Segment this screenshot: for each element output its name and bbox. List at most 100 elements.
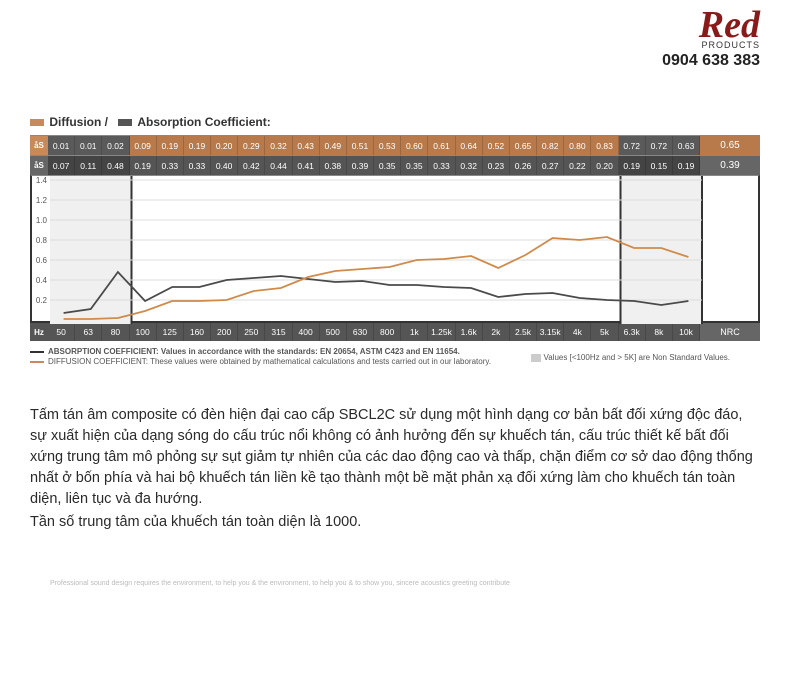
frequency-cell: 8k [646,323,673,341]
absorption-row-label: åS [30,156,48,175]
frequency-cell: 1k [401,323,428,341]
nonstandard-note-text: Values [<100Hz and > 5K] are Non Standar… [544,353,731,362]
frequency-cell: 100 [130,323,157,341]
absorption-cell: 0.26 [510,156,537,175]
svg-text:1.0: 1.0 [36,216,48,225]
diffusion-cell: 0.49 [320,136,347,155]
diffusion-cell: 0.01 [75,136,102,155]
diffusion-cell: 0.64 [456,136,483,155]
diffusion-swatch [30,119,44,126]
diffusion-cell: 0.83 [591,136,618,155]
absorption-dash-icon [30,351,44,353]
absorption-cell: 0.35 [374,156,401,175]
frequency-cell: 3.15k [537,323,564,341]
diffusion-row: åS 0.010.010.020.090.190.190.200.290.320… [30,135,760,155]
frequency-cell: 400 [293,323,320,341]
diffusion-cell: 0.72 [646,136,673,155]
absorption-swatch [118,119,132,126]
diffusion-legend-label: Diffusion / [49,115,108,129]
nrc-label: NRC [700,323,760,341]
chart-legend: Diffusion / Absorption Coefficient: [30,115,760,129]
absorption-cell: 0.33 [428,156,455,175]
absorption-aggregate: 0.39 [700,156,760,175]
diffusion-cell: 0.82 [537,136,564,155]
absorption-cell: 0.32 [456,156,483,175]
absorption-cell: 0.38 [320,156,347,175]
absorption-cell: 0.19 [130,156,157,175]
diffusion-cell: 0.43 [293,136,320,155]
brand-name: Red [662,8,760,42]
coefficient-chart: Diffusion / Absorption Coefficient: åS 0… [30,115,760,368]
absorption-row: åS 0.070.110.480.190.330.330.400.420.440… [30,155,760,175]
frequency-cell: 250 [238,323,265,341]
frequency-cell: 1.25k [428,323,455,341]
diffusion-cell: 0.65 [510,136,537,155]
frequency-cell: 5k [591,323,618,341]
diffusion-cell: 0.80 [564,136,591,155]
diffusion-dash-icon [30,361,44,363]
absorption-cell: 0.22 [564,156,591,175]
frequency-cell: 2k [483,323,510,341]
frequency-cell: 4k [564,323,591,341]
svg-text:0.8: 0.8 [36,236,48,245]
diffusion-cell: 0.09 [130,136,157,155]
frequency-cell: 80 [102,323,129,341]
diffusion-cell: 0.52 [483,136,510,155]
chart-table: åS 0.010.010.020.090.190.190.200.290.320… [30,135,760,341]
diffusion-cell: 0.19 [184,136,211,155]
diffusion-cell: 0.72 [619,136,646,155]
brand-sub: PRODUCTS [662,40,760,50]
absorption-legend-label: Absorption Coefficient: [137,115,270,129]
line-plot: 0.20.40.60.81.01.21.4 [30,175,760,323]
absorption-cell: 0.33 [157,156,184,175]
brand-phone: 0904 638 383 [662,52,760,70]
frequency-cell: 125 [157,323,184,341]
absorption-cell: 0.44 [265,156,292,175]
diffusion-aggregate: 0.65 [700,136,760,155]
freq-row-label: Hz [30,323,48,341]
diffusion-cell: 0.51 [347,136,374,155]
diffusion-cell: 0.20 [211,136,238,155]
absorption-cell: 0.15 [646,156,673,175]
description-p2: Tần số trung tâm của khuếch tán toàn diệ… [30,512,760,533]
absorption-cell: 0.39 [347,156,374,175]
frequency-row: Hz 5063801001251602002503154005006308001… [30,323,760,341]
absorption-cell: 0.35 [401,156,428,175]
frequency-cell: 6.3k [619,323,646,341]
frequency-cell: 160 [184,323,211,341]
brand-logo: Red PRODUCTS 0904 638 383 [662,8,760,70]
frequency-cell: 315 [265,323,292,341]
svg-text:0.4: 0.4 [36,276,48,285]
frequency-cell: 1.6k [456,323,483,341]
diffusion-cell: 0.32 [265,136,292,155]
frequency-cell: 200 [211,323,238,341]
absorption-cell: 0.40 [211,156,238,175]
absorption-cell: 0.20 [591,156,618,175]
frequency-cell: 2.5k [510,323,537,341]
absorption-cell: 0.19 [673,156,700,175]
svg-text:0.6: 0.6 [36,256,48,265]
absorption-cell: 0.48 [102,156,129,175]
frequency-cell: 63 [75,323,102,341]
nonstandard-note: Values [<100Hz and > 5K] are Non Standar… [531,353,730,362]
svg-text:1.2: 1.2 [36,196,48,205]
diffusion-footnote: DIFFUSION COEFFICIENT: These values were… [48,357,491,366]
absorption-cell: 0.23 [483,156,510,175]
absorption-cell: 0.11 [75,156,102,175]
absorption-cell: 0.42 [238,156,265,175]
diffusion-row-label: åS [30,136,48,155]
diffusion-cell: 0.02 [102,136,129,155]
absorption-cell: 0.41 [293,156,320,175]
diffusion-cell: 0.29 [238,136,265,155]
absorption-cell: 0.19 [619,156,646,175]
shade-swatch-icon [531,354,541,362]
absorption-cell: 0.27 [537,156,564,175]
frequency-cell: 50 [48,323,75,341]
small-print: Professional sound design requires the e… [50,580,750,588]
diffusion-cell: 0.61 [428,136,455,155]
diffusion-cell: 0.53 [374,136,401,155]
absorption-cell: 0.33 [184,156,211,175]
frequency-cell: 800 [374,323,401,341]
frequency-cell: 630 [347,323,374,341]
diffusion-cell: 0.01 [48,136,75,155]
